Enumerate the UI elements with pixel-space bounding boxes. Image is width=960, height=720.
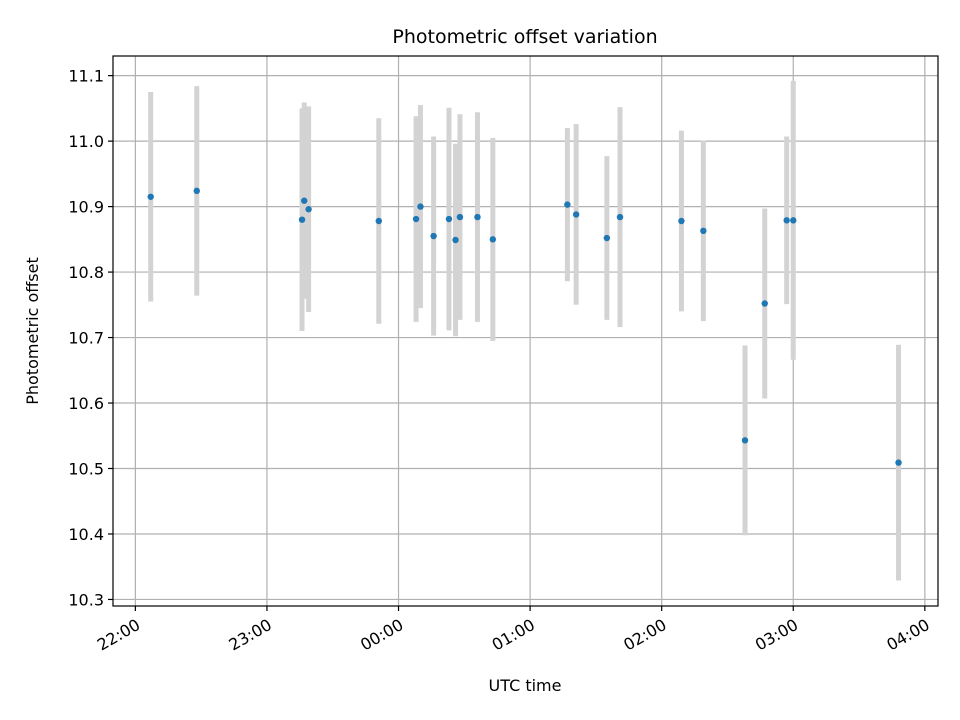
y-tick-label: 11.0 <box>68 132 104 151</box>
y-axis-label: Photometric offset <box>23 257 42 405</box>
x-axis-label: UTC time <box>489 676 562 695</box>
data-point <box>790 217 797 224</box>
data-point <box>603 234 611 242</box>
data-point <box>761 300 768 307</box>
data-point <box>147 193 154 200</box>
data-point <box>489 236 497 243</box>
data-point <box>678 217 685 225</box>
data-point <box>895 459 902 466</box>
data-point <box>193 187 200 195</box>
chart-title: Photometric offset variation <box>392 26 657 48</box>
data-point <box>452 236 459 244</box>
plot-area-frame <box>112 55 939 607</box>
y-tick-label: 10.9 <box>68 198 104 217</box>
y-tick-label: 10.6 <box>68 394 104 413</box>
data-point <box>301 197 308 204</box>
data-point <box>700 227 707 235</box>
y-tick-label: 11.1 <box>68 67 104 86</box>
y-tick-label: 10.4 <box>68 525 104 544</box>
data-point <box>417 203 424 210</box>
data-points <box>147 187 902 466</box>
data-point <box>783 217 790 224</box>
data-point <box>445 215 453 223</box>
y-tick-label: 10.5 <box>68 460 104 479</box>
y-tick-label: 10.7 <box>68 329 104 348</box>
data-point <box>375 217 382 225</box>
data-point <box>474 213 481 221</box>
data-point <box>616 213 624 221</box>
data-point <box>305 206 312 213</box>
data-point <box>741 437 749 444</box>
y-tick-label: 10.8 <box>68 263 104 282</box>
data-point <box>430 232 437 240</box>
data-point <box>564 201 571 208</box>
data-point <box>572 211 580 218</box>
data-point <box>456 213 464 221</box>
y-tick-label: 10.3 <box>68 590 104 609</box>
data-point <box>298 216 306 223</box>
data-point <box>412 215 420 223</box>
